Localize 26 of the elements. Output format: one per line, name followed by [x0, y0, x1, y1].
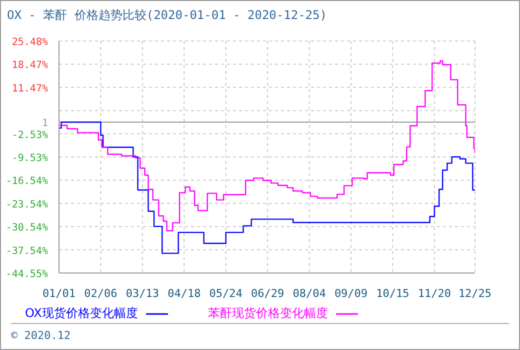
x-tick-label: 10/15 — [376, 286, 410, 300]
x-tick-label: 05/24 — [209, 286, 243, 300]
x-tick-label: 06/29 — [251, 286, 284, 300]
x-tick-label: 04/18 — [168, 286, 201, 300]
y-tick-label: -9.53% — [12, 152, 48, 164]
legend-label: OX现货价格变化幅度 — [25, 305, 138, 322]
x-tick-label: 03/13 — [126, 286, 159, 300]
y-tick-label: -37.54% — [6, 246, 48, 257]
y-tick-label: -23.54% — [6, 199, 48, 210]
y-tick-label: -44.55% — [6, 269, 48, 280]
x-tick-label: 01/01 — [42, 286, 76, 300]
y-tick-label: 25.48% — [12, 37, 48, 48]
chart-title: OX - 苯酐 价格趋势比较(2020-01-01 - 2020-12-25) — [7, 7, 327, 24]
x-tick-label: 12/25 — [458, 286, 492, 300]
y-tick-label: 11.47% — [12, 83, 48, 94]
y-tick-label: 1 — [42, 118, 48, 130]
x-tick-label: 02/06 — [84, 286, 118, 300]
x-tick-label: 08/04 — [292, 286, 326, 300]
text: © 2020.12 — [11, 329, 71, 342]
legend-label: 苯酐现货价格变化幅度 — [208, 305, 328, 322]
y-tick-label: -16.54% — [6, 176, 48, 188]
y-tick-label: 18.47% — [12, 60, 48, 72]
x-tick-label: 11/20 — [418, 286, 452, 300]
y-tick-label: -2.53% — [12, 130, 48, 141]
y-tick-label: -30.54% — [6, 222, 48, 234]
x-tick-label: 09/09 — [334, 286, 368, 300]
